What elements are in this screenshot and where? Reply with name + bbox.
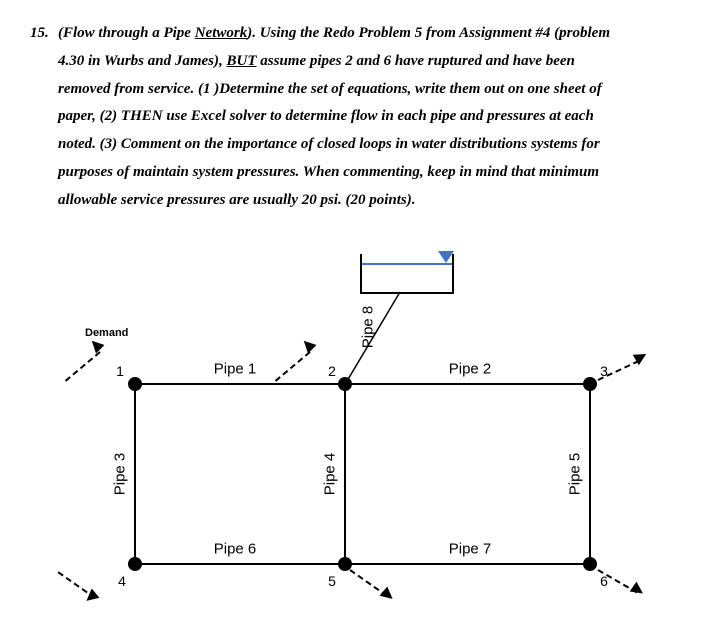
- pipe1-label: Pipe 1: [214, 361, 257, 378]
- q-l6: purposes of maintain system pressures. W…: [58, 164, 599, 180]
- pipe2-line: [345, 383, 590, 385]
- pipe7-label: Pipe 7: [449, 541, 492, 558]
- q-network: Network: [195, 25, 248, 41]
- pipe8-label: Pipe 8: [360, 306, 377, 349]
- q-l4: paper, (2) THEN use Excel solver to dete…: [58, 108, 594, 124]
- q-l5: noted. (3) Comment on the importance of …: [58, 136, 600, 152]
- q-l3: removed from service. (1 )Determine the …: [58, 81, 602, 97]
- node-4-label: 4: [118, 573, 126, 589]
- pipe3-label: Pipe 3: [112, 453, 129, 496]
- node-2: [338, 377, 352, 391]
- node-6-label: 6: [600, 573, 608, 589]
- node-1-label: 1: [116, 363, 124, 379]
- demand-label: Demand: [85, 327, 128, 339]
- question-number: 15.: [30, 20, 58, 48]
- pipe5-line: [589, 384, 591, 564]
- q-body: 4.30 in Wurbs and James), BUT assume pip…: [30, 48, 692, 215]
- node-2-label: 2: [328, 363, 336, 379]
- arrow-head-2: [300, 337, 317, 354]
- arrow-head-5: [380, 587, 397, 604]
- node-6: [583, 557, 597, 571]
- pipe1-line: [135, 383, 345, 385]
- question-text: 15.(Flow through a Pipe Network). Using …: [30, 20, 692, 214]
- node-3: [583, 377, 597, 391]
- node-5-label: 5: [328, 573, 336, 589]
- reservoir-level-icon: [438, 251, 454, 263]
- q-lead: (Flow through a Pipe: [58, 25, 195, 41]
- arrow-head-1: [88, 337, 105, 354]
- q-after-network: ). Using the Redo Problem 5 from Assignm…: [247, 25, 610, 41]
- node-3-label: 3: [600, 363, 608, 379]
- node-1: [128, 377, 142, 391]
- arrow-dash-1: [65, 351, 101, 381]
- pipe6-line: [135, 563, 345, 565]
- reservoir-water-line: [362, 263, 452, 265]
- node-4: [128, 557, 142, 571]
- q-l2a: 4.30 in Wurbs and James),: [58, 53, 227, 69]
- pipe3-line: [134, 384, 136, 564]
- pipe5-label: Pipe 5: [567, 453, 584, 496]
- pipe7-line: [345, 563, 590, 565]
- pipe-network-diagram: Demand 1 2 3 4 5 6 Pipe 1 Pipe 2 Pipe 3 …: [50, 239, 690, 619]
- pipe4-line: [344, 384, 346, 564]
- pipe6-label: Pipe 6: [214, 541, 257, 558]
- pipe4-label: Pipe 4: [322, 453, 339, 496]
- q-l2b: assume pipes 2 and 6 have ruptured and h…: [257, 53, 575, 69]
- arrow-dash-2: [275, 351, 311, 381]
- arrow-head-6: [630, 582, 647, 599]
- pipe2-label: Pipe 2: [449, 361, 492, 378]
- q-but: BUT: [227, 53, 257, 69]
- node-5: [338, 557, 352, 571]
- q-l7: allowable service pressures are usually …: [58, 192, 416, 208]
